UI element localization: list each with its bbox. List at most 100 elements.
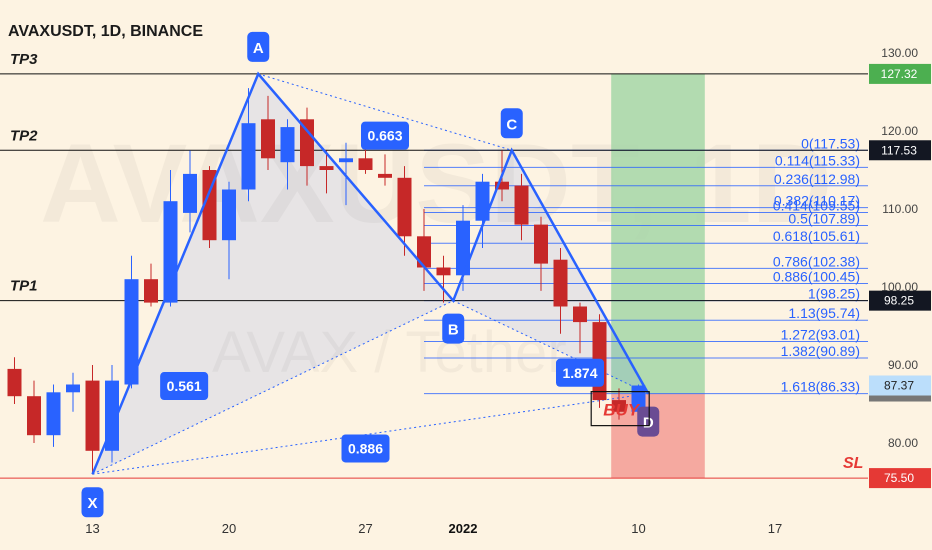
- fib-label-6: 0.618(105.61): [773, 228, 860, 244]
- candle-body-3: [66, 384, 80, 393]
- connector-b-d: [453, 300, 649, 395]
- fib-label-5: 0.5(107.89): [788, 210, 860, 226]
- y-tick-4: 90.00: [888, 358, 918, 372]
- candle-body-12: [241, 123, 256, 190]
- candle-body-14: [280, 127, 295, 163]
- fib-label-9: 1(98.25): [808, 286, 860, 302]
- connector-a-c: [258, 73, 512, 151]
- price-tag-tp3: [869, 63, 931, 84]
- x-tick-0: 13: [85, 521, 99, 536]
- fib-label-12: 1.382(90.89): [781, 343, 860, 359]
- candle-body-19: [378, 173, 392, 178]
- y-tick-5: 80.00: [888, 436, 918, 450]
- level-label-sl: SL: [843, 455, 863, 472]
- fib-label-7: 0.786(102.38): [773, 253, 860, 269]
- candle-body-25: [495, 181, 509, 190]
- point-box-c: [500, 108, 523, 139]
- fib-label-8: 0.886(100.45): [773, 268, 860, 284]
- candle-body-31: [612, 400, 626, 412]
- last-price-tag: [869, 375, 931, 396]
- price-tag-label-tp3: 127.32: [881, 67, 918, 81]
- ratio-label-0: 0.561: [167, 378, 202, 394]
- point-label-x: X: [87, 495, 97, 512]
- candle-body-28: [553, 259, 568, 307]
- ratio-box-3: [341, 434, 390, 463]
- loss-zone: [611, 393, 705, 479]
- x-tick-3: 2022: [449, 521, 478, 536]
- price-tag-label-tp1: 98.25: [884, 294, 914, 308]
- fib-label-0: 0(117.53): [801, 135, 860, 151]
- point-label-a: A: [253, 40, 264, 57]
- candle-body-7: [144, 279, 158, 303]
- candle-body-2: [46, 392, 61, 436]
- ratio-box-2: [556, 358, 604, 387]
- candle-body-0: [7, 368, 22, 397]
- candle-body-18: [358, 158, 373, 170]
- connector-x-b: [92, 300, 454, 475]
- candle-body-27: [534, 224, 548, 264]
- fib-label-2: 0.236(112.98): [774, 171, 860, 187]
- point-box-x: [81, 487, 104, 518]
- price-tag-label-sl: 75.50: [884, 471, 914, 485]
- price-tag-tp1: [869, 290, 931, 311]
- pattern-legs: [91, 71, 650, 475]
- x-tick-1: 20: [222, 521, 236, 536]
- level-label-tp1: TP1: [10, 278, 38, 295]
- candle-body-13: [261, 119, 275, 159]
- profit-zone: [611, 73, 705, 394]
- fib-label-11: 1.272(93.01): [781, 327, 860, 343]
- point-label-b: B: [448, 322, 459, 339]
- watermark-main: AVAXUSDT, 1D: [40, 121, 832, 246]
- candle-body-21: [417, 236, 431, 268]
- candle-body-20: [397, 177, 412, 237]
- candle-body-29: [573, 306, 587, 323]
- ratio-box-1: [361, 121, 409, 150]
- point-box-d: [637, 406, 660, 437]
- buy-box: [590, 391, 650, 427]
- candle-body-11: [222, 189, 236, 241]
- candle-body-1: [27, 396, 41, 436]
- ratio-label-2: 1.874: [562, 365, 597, 381]
- price-tag-label-tp2: 117.53: [881, 143, 917, 157]
- level-label-tp2: TP2: [10, 127, 38, 144]
- candle-body-24: [475, 181, 490, 221]
- level-label-tp3: TP3: [10, 51, 38, 68]
- ratio-label-1: 0.663: [367, 128, 402, 144]
- point-label-c: C: [506, 116, 517, 133]
- candle-body-22: [436, 267, 451, 276]
- last-price-label: 87.37: [884, 379, 914, 393]
- y-tick-2: 110.00: [882, 202, 918, 216]
- last-price-tag-shadow: [869, 395, 931, 402]
- price-tag-tp2: [869, 140, 931, 161]
- candle-body-15: [300, 119, 314, 167]
- y-tick-0: 130.00: [881, 46, 918, 60]
- y-tick-1: 120.00: [881, 124, 918, 138]
- fib-label-3: 0.382(110.17): [774, 193, 860, 209]
- x-tick-4: 10: [631, 521, 645, 536]
- chart-title: AVAXUSDT, 1D, BINANCE: [8, 23, 203, 40]
- y-tick-3: 100.00: [881, 280, 918, 294]
- fib-label-10: 1.13(95.74): [788, 305, 860, 321]
- point-box-b: [442, 313, 465, 344]
- candle-body-26: [514, 185, 529, 225]
- fib-label-4: 0.414(109.55): [773, 198, 860, 214]
- candle-body-9: [183, 173, 197, 213]
- point-label-d: D: [643, 415, 654, 432]
- fib-label-1: 0.114(115.33): [775, 152, 860, 168]
- fib-label-13: 1.618(86.33): [781, 379, 860, 395]
- candle-body-17: [339, 158, 353, 163]
- candle-body-10: [202, 170, 217, 241]
- point-box-a: [247, 31, 270, 62]
- candle-body-6: [124, 279, 139, 385]
- connector-x-d: [92, 393, 649, 475]
- x-tick-5: 17: [768, 521, 782, 536]
- buy-label: BUY: [603, 401, 641, 420]
- y-axis-bg: [868, 0, 932, 512]
- ratio-label-3: 0.886: [348, 440, 383, 456]
- candle-body-4: [85, 380, 100, 451]
- candle-body-23: [456, 220, 470, 276]
- x-tick-2: 27: [358, 521, 372, 536]
- candle-body-16: [319, 166, 334, 170]
